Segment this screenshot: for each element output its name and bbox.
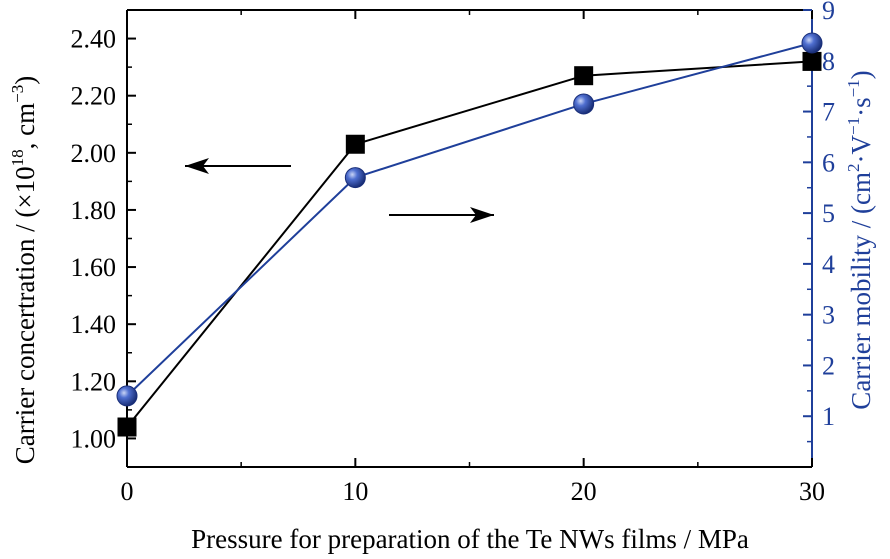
y-right-tick-label: 4 xyxy=(822,250,835,279)
mobility-marker xyxy=(344,167,366,189)
y-right-tick-label: 9 xyxy=(822,0,835,25)
x-tick-label: 0 xyxy=(121,477,134,506)
y-right-tick-label: 3 xyxy=(822,301,835,330)
mobility-marker xyxy=(116,385,138,407)
x-tick-label: 10 xyxy=(342,477,368,506)
left-arrow xyxy=(185,158,291,174)
series-line-mobility xyxy=(126,42,813,397)
y-right-tick-label: 1 xyxy=(822,402,835,431)
series-line-concentration xyxy=(126,60,813,428)
y-right-tick-label: 6 xyxy=(822,148,835,177)
x-tick-label: 30 xyxy=(799,477,825,506)
concentration-marker xyxy=(802,51,822,71)
arrow-head xyxy=(185,158,209,174)
y-left-tick-label: 1.20 xyxy=(71,367,117,396)
y-left-tick-label: 1.00 xyxy=(71,424,117,453)
y-right-tick-label: 2 xyxy=(822,351,835,380)
y-left-axis-label: Carrier concertration / (×1018, cm−3) xyxy=(8,76,40,464)
mobility-marker xyxy=(573,93,595,115)
y-left-tick-label: 1.60 xyxy=(71,253,117,282)
y-left-tick-label: 1.40 xyxy=(71,310,117,339)
y-right-axis-label: Carrier mobility / (cm2·V−1·s−1) xyxy=(844,70,876,409)
y-left-tick-label: 2.00 xyxy=(71,139,117,168)
x-axis-label: Pressure for preparation of the Te NWs f… xyxy=(191,524,749,554)
y-left-tick-label: 1.80 xyxy=(71,196,117,225)
y-left-tick-label: 2.40 xyxy=(71,25,117,54)
right-arrow xyxy=(389,207,494,223)
arrow-head xyxy=(470,207,494,223)
concentration-marker xyxy=(345,134,365,154)
y-right-tick-label: 8 xyxy=(822,47,835,76)
y-right-tick-label: 7 xyxy=(822,98,835,127)
mobility-marker xyxy=(801,32,823,54)
y-left-tick-label: 2.20 xyxy=(71,82,117,111)
concentration-marker xyxy=(574,66,594,86)
x-tick-label: 20 xyxy=(571,477,597,506)
concentration-marker xyxy=(117,417,137,437)
y-right-tick-label: 5 xyxy=(822,199,835,228)
